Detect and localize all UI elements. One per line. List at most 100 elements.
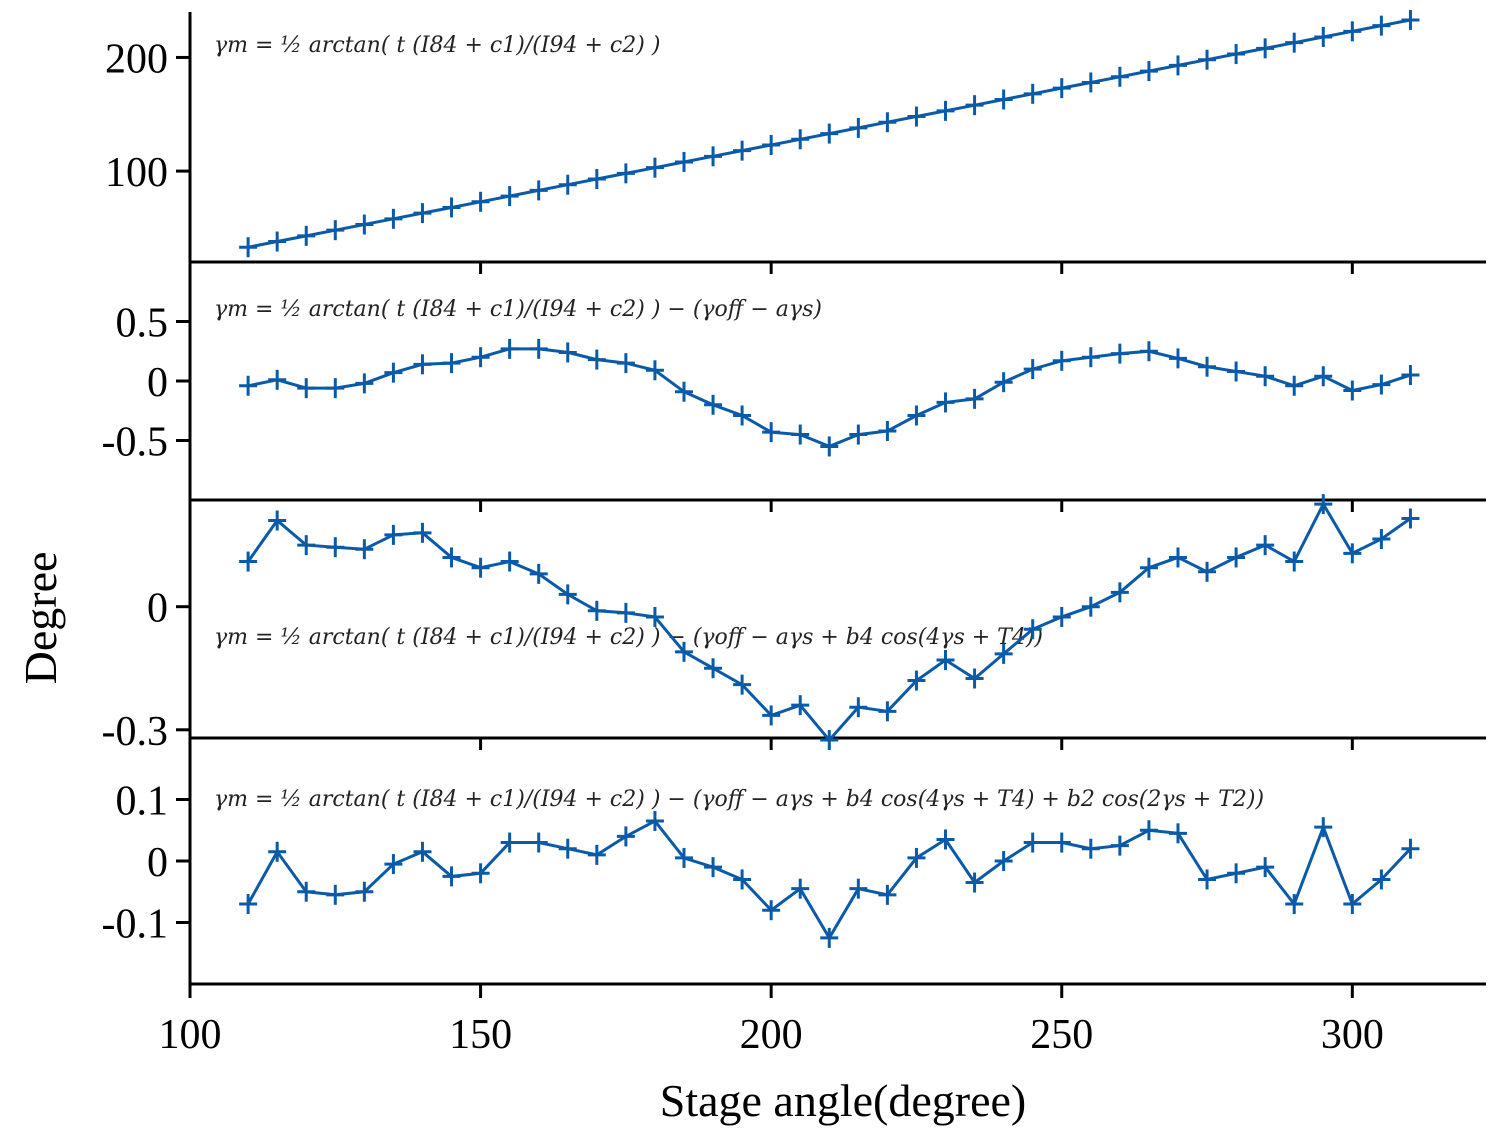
data-point xyxy=(500,832,519,853)
data-point xyxy=(1052,832,1071,853)
data-point xyxy=(384,854,403,875)
data-point xyxy=(907,405,926,426)
data-point xyxy=(1168,348,1187,369)
data-point xyxy=(1023,832,1042,853)
data-point xyxy=(878,884,897,905)
data-point xyxy=(471,557,490,578)
data-point xyxy=(384,524,403,545)
data-point xyxy=(1372,15,1391,36)
data-point xyxy=(1198,869,1217,890)
x-tick-label: 250 xyxy=(1030,1012,1093,1058)
data-point xyxy=(239,375,258,396)
data-point xyxy=(1285,375,1304,396)
data-point xyxy=(849,117,868,138)
y-tick-label: -0.5 xyxy=(102,420,169,466)
y-tick-label: 0 xyxy=(147,586,168,632)
data-point xyxy=(616,353,635,374)
data-point xyxy=(326,220,345,241)
data-point xyxy=(1139,820,1158,841)
data-point xyxy=(355,881,374,902)
data-point xyxy=(878,420,897,441)
data-point xyxy=(1256,857,1275,878)
data-point xyxy=(849,424,868,445)
data-point xyxy=(529,832,548,853)
data-point xyxy=(762,422,781,443)
data-point xyxy=(442,353,461,374)
x-axis: 100 150 200 250 300 xyxy=(159,262,1384,1058)
data-point xyxy=(907,106,926,127)
data-point xyxy=(936,829,955,850)
data-point xyxy=(529,563,548,584)
data-point xyxy=(1052,606,1071,627)
data-point xyxy=(1110,66,1129,87)
data-point xyxy=(616,602,635,623)
data-point xyxy=(558,342,577,363)
data-point xyxy=(965,388,984,409)
data-point xyxy=(791,695,810,716)
data-point xyxy=(442,197,461,218)
data-point xyxy=(965,872,984,893)
data-point xyxy=(936,100,955,121)
x-tick-label: 200 xyxy=(740,1012,803,1058)
data-point xyxy=(471,347,490,368)
data-point xyxy=(994,851,1013,871)
y-tick-label: 0.1 xyxy=(116,779,169,825)
data-point xyxy=(849,878,868,899)
data-point xyxy=(1023,359,1042,380)
data-point xyxy=(820,436,839,457)
data-point xyxy=(1256,38,1275,59)
data-point xyxy=(268,231,287,252)
data-point xyxy=(965,95,984,116)
data-point xyxy=(1314,817,1333,838)
data-point xyxy=(326,884,345,905)
data-point xyxy=(849,697,868,718)
data-point xyxy=(616,826,635,847)
data-point xyxy=(1285,32,1304,53)
data-point xyxy=(500,551,519,572)
data-point xyxy=(355,373,374,394)
data-point xyxy=(645,360,664,381)
data-point xyxy=(471,191,490,212)
data-point xyxy=(587,844,606,865)
data-point xyxy=(820,123,839,144)
data-point xyxy=(645,606,664,627)
data-point xyxy=(587,169,606,190)
data-point xyxy=(355,539,374,560)
data-point xyxy=(1139,341,1158,362)
data-point xyxy=(268,369,287,390)
data-point xyxy=(1372,374,1391,395)
data-point xyxy=(1401,508,1420,529)
data-point xyxy=(1227,44,1246,65)
data-point xyxy=(587,349,606,370)
data-point xyxy=(1198,49,1217,70)
data-point xyxy=(1023,619,1042,640)
data-point xyxy=(326,537,345,558)
data-point xyxy=(1198,356,1217,377)
formula-annotation: γm = ½ arctan( t (I84 + c1)/(I94 + c2) )… xyxy=(214,787,1264,812)
data-point xyxy=(674,641,693,662)
data-point xyxy=(413,841,432,862)
data-point xyxy=(500,338,519,359)
data-point xyxy=(413,522,432,543)
data-point xyxy=(704,857,723,878)
data-point xyxy=(1110,835,1129,856)
data-point xyxy=(704,658,723,679)
data-point xyxy=(355,214,374,235)
data-point xyxy=(1168,823,1187,844)
data-point xyxy=(1372,528,1391,549)
data-point xyxy=(762,134,781,155)
data-point xyxy=(1227,361,1246,382)
data-point xyxy=(1052,350,1071,371)
data-point xyxy=(674,152,693,172)
data-point xyxy=(791,424,810,445)
data-point xyxy=(239,894,258,915)
data-point xyxy=(704,146,723,167)
data-point xyxy=(558,174,577,195)
formula-annotation: γm = ½ arctan( t (I84 + c1)/(I94 + c2) )… xyxy=(214,297,822,322)
data-point xyxy=(529,180,548,201)
data-point xyxy=(645,157,664,178)
data-point xyxy=(1401,365,1420,386)
data-point xyxy=(733,674,752,695)
data-point xyxy=(1081,72,1100,93)
